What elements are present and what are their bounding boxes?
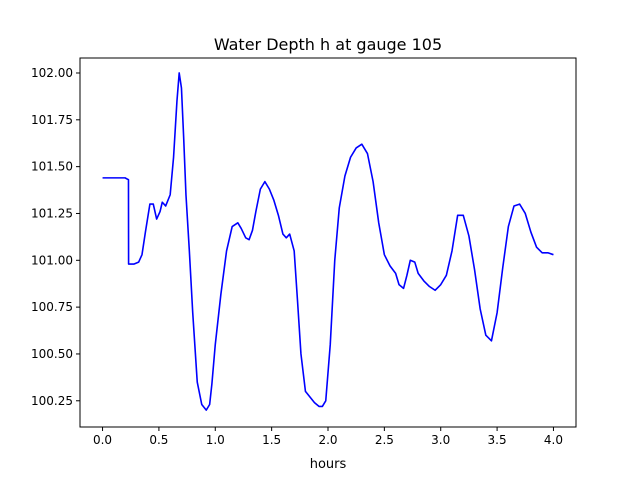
x-tick-label: 3.0 (431, 433, 450, 447)
x-tick-label: 1.0 (206, 433, 225, 447)
x-axis: 0.0 0.5 1.0 1.5 2.0 2.5 3.0 3.5 4.0 (93, 427, 563, 447)
x-tick-label: 1.5 (262, 433, 281, 447)
series-line (102, 72, 554, 411)
x-tick-label: 2.5 (375, 433, 394, 447)
chart-title: Water Depth h at gauge 105 (214, 35, 442, 54)
y-tick-label: 100.75 (31, 300, 73, 314)
plot-layer (102, 72, 554, 411)
y-axis: 100.25 100.50 100.75 101.00 101.25 101.50 101.… (31, 66, 80, 408)
x-tick-label: 3.5 (488, 433, 507, 447)
x-axis-label: hours (310, 457, 347, 472)
y-tick-label: 102.00 (31, 66, 73, 80)
y-tick-label: 101.50 (31, 160, 73, 174)
y-tick-label: 100.25 (31, 394, 73, 408)
y-tick-label: 101.75 (31, 113, 73, 127)
x-tick-label: 0.5 (149, 433, 168, 447)
y-tick-label: 100.50 (31, 347, 73, 361)
x-tick-label: 0.0 (93, 433, 112, 447)
y-tick-label: 101.00 (31, 253, 73, 267)
y-tick-label: 101.25 (31, 206, 73, 220)
x-tick-label: 2.0 (318, 433, 337, 447)
x-tick-label: 4.0 (544, 433, 563, 447)
